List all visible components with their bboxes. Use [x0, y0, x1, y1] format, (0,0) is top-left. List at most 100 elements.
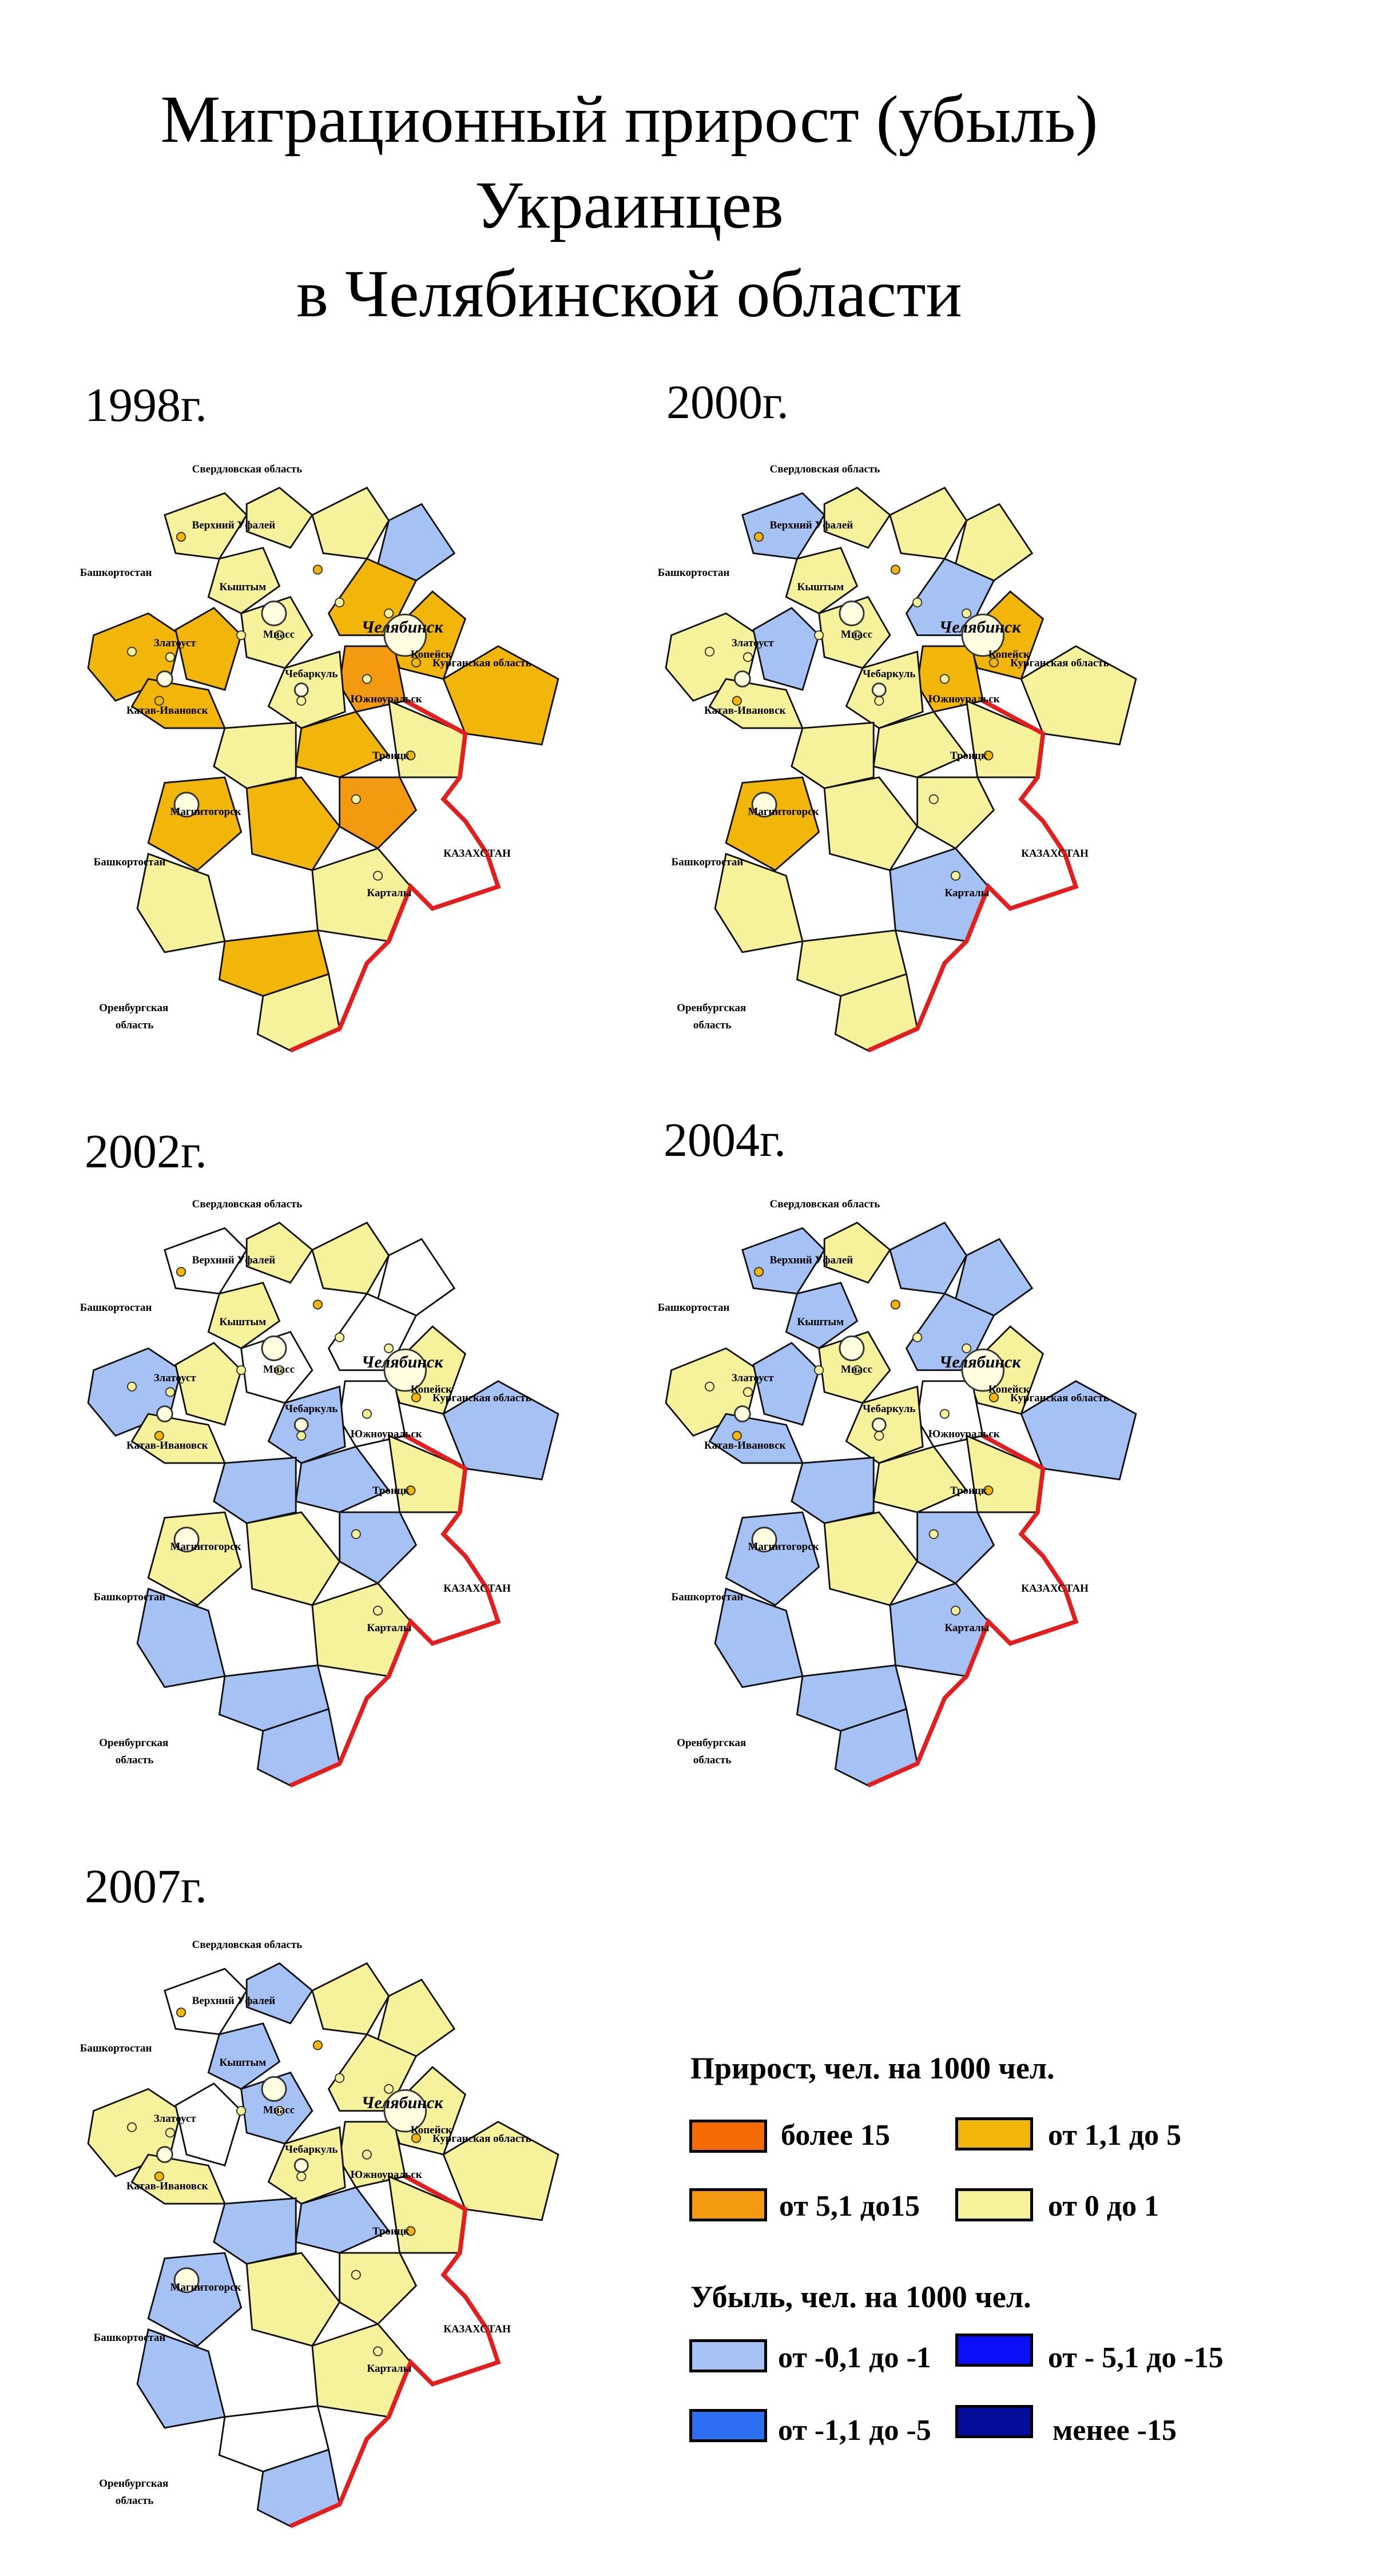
major-city-circle: [173, 1526, 200, 1553]
region-11: [442, 1380, 559, 1481]
map-label-zlatoust: Златоуст: [731, 637, 774, 650]
map-label-kazakhstan: КАЗАХСТАН: [1021, 848, 1089, 860]
city-dot: [126, 2122, 137, 2132]
map-label-kartaly: Карталы: [944, 1622, 990, 1635]
city-dot: [852, 1365, 863, 1376]
kazakhstan-border: [289, 2174, 501, 2529]
city-dot: [236, 1365, 247, 1376]
city-dot: [874, 1430, 884, 1441]
region-19: [339, 1511, 418, 1585]
city-dot: [362, 2149, 372, 2160]
map-label-chelyabinsk: Челябинск: [361, 1352, 443, 1372]
city-dot: [928, 1529, 939, 1539]
region-11: [1020, 1380, 1137, 1481]
city-dot: [312, 565, 323, 575]
map-label-kopeysk: Копейск: [410, 1383, 452, 1396]
region-14: [295, 710, 390, 778]
map-label-yuzhnouralsk: Южноуральск: [928, 1428, 1000, 1441]
region-1: [823, 1221, 891, 1284]
map-label-kyshtym: Кыштым: [219, 581, 267, 593]
city-dot: [154, 1430, 164, 1441]
map-label-kurgan: Курганская область: [1010, 1392, 1109, 1404]
major-city-circle: [961, 613, 1005, 657]
city-dot: [411, 2133, 422, 2144]
year-label-2007: 2007г.: [85, 1860, 207, 1913]
region-21: [714, 852, 804, 953]
map-label-chebarkul: Чебаркуль: [285, 2144, 338, 2156]
map-label-chebarkul: Чебаркуль: [863, 668, 916, 681]
region-17: [147, 776, 243, 872]
major-city-circle: [261, 600, 287, 626]
map-label-bashkortostan-top: Башкортостан: [657, 567, 730, 579]
city-dot: [874, 695, 884, 706]
city-dot: [928, 794, 939, 804]
region-5: [207, 1282, 281, 1350]
region-16: [213, 1457, 297, 1524]
region-19: [916, 776, 995, 850]
city-dot: [335, 2073, 345, 2083]
city-dot: [950, 870, 961, 881]
region-11: [442, 645, 559, 746]
major-city-circle: [751, 792, 777, 818]
city-dot: [126, 1381, 137, 1392]
map-label-kazakhstan: КАЗАХСТАН: [1021, 1583, 1089, 1595]
map-label-sverdlovsk: Свердловская область: [769, 1198, 880, 1210]
map-label-katav-ivanovsk: Катав-Ивановск: [704, 1440, 786, 1452]
city-dot: [939, 1409, 950, 1419]
map-label-miass: Миасс: [263, 629, 295, 641]
major-city-circle: [293, 682, 309, 698]
map-label-verkhniy-ufaley: Верхний Уфалей: [192, 1995, 276, 2007]
major-city-circle: [839, 600, 865, 626]
map-label-troitsk: Троицк: [372, 2225, 410, 2237]
city-dot: [962, 1343, 972, 1354]
map-label-orenburg-2: область: [693, 1754, 732, 1766]
region-18: [245, 776, 341, 872]
major-city-circle: [751, 1526, 777, 1553]
region-4: [327, 2033, 418, 2112]
legend-label-neg5to15: от - 5,1 до -15: [1048, 2342, 1224, 2374]
region-3: [376, 1238, 456, 1317]
map-label-miass: Миасс: [263, 1363, 295, 1376]
map-label-verkhniy-ufaley: Верхний Уфалей: [769, 1254, 853, 1266]
map-label-troitsk: Троицк: [950, 1484, 987, 1497]
major-city-circle: [156, 1405, 173, 1422]
map-label-sverdlovsk: Свердловская область: [192, 1198, 303, 1210]
region-1: [245, 486, 313, 549]
city-dot: [742, 652, 753, 662]
city-dot: [950, 1605, 961, 1616]
map-label-kurgan: Курганская область: [432, 657, 531, 669]
map-label-kazakhstan: КАЗАХСТАН: [443, 1583, 511, 1595]
region-11: [1020, 645, 1137, 746]
city-dot: [236, 630, 247, 641]
city-dot: [126, 646, 137, 657]
region-5: [207, 547, 281, 615]
city-dot: [983, 1485, 994, 1496]
region-0: [164, 1227, 248, 1295]
map-label-kartaly: Карталы: [944, 887, 990, 900]
city-dot: [384, 2084, 394, 2094]
map-2002: Свердловская область Башкортостан Башкорто…: [77, 1192, 569, 1810]
region-7: [174, 1342, 243, 1426]
region-13: [130, 1413, 227, 1464]
city-dot: [165, 2128, 176, 2138]
region-21: [714, 1587, 804, 1688]
map-label-chelyabinsk: Челябинск: [361, 2093, 443, 2112]
map-2007: Свердловская область Башкортостан Башкорто…: [77, 1933, 569, 2551]
map-label-troitsk: Троицк: [372, 749, 410, 762]
legend-decline-title: Убыль, чел. на 1000 чел.: [690, 2280, 1031, 2314]
region-14: [872, 1445, 968, 1513]
map-label-kopeysk: Копейск: [410, 2124, 452, 2136]
major-city-circle: [383, 2089, 427, 2133]
region-5: [785, 1282, 859, 1350]
region-18: [823, 776, 919, 872]
map-label-katav-ivanovsk: Катав-Ивановск: [126, 2180, 208, 2192]
region-16: [791, 722, 875, 789]
city-dot: [165, 1387, 176, 1397]
map-label-kartaly: Карталы: [367, 1622, 412, 1635]
map-label-sverdlovsk: Свердловская область: [192, 1938, 303, 1951]
map-label-katav-ivanovsk: Катав-Ивановск: [704, 705, 786, 717]
major-city-circle: [173, 792, 200, 818]
city-dot: [406, 2226, 416, 2236]
region-4: [327, 558, 418, 637]
city-dot: [384, 1343, 394, 1354]
